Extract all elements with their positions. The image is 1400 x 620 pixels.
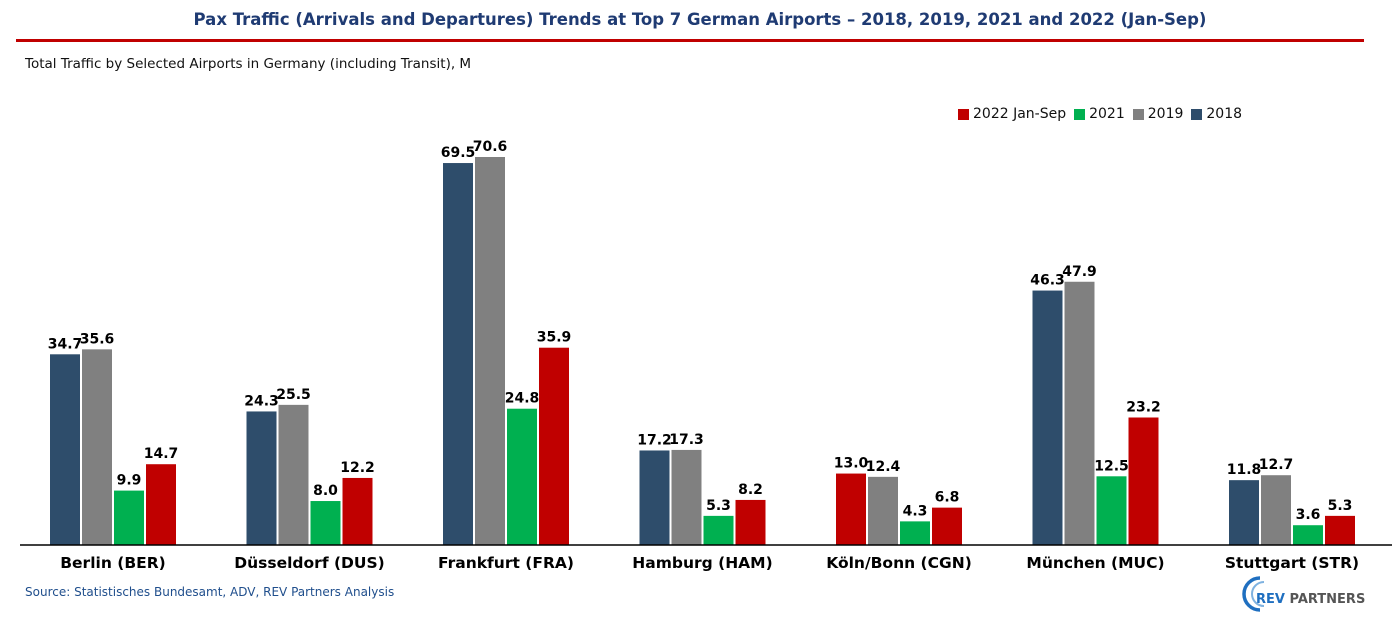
data-label-berlin-ber-2019: 35.6 (80, 331, 115, 347)
data-label-hamburg-ham-2018: 17.2 (637, 432, 672, 448)
data-label-frankfurt-fra-2019: 70.6 (473, 139, 508, 155)
bar-munchen-muc-2022-jan-sep (1128, 417, 1159, 545)
bar-berlin-ber-2022-jan-sep (146, 464, 176, 545)
bar-berlin-ber-2019 (82, 349, 112, 545)
bar-berlin-ber-2018 (50, 354, 80, 545)
data-label-stuttgart-str-2018: 11.8 (1227, 462, 1262, 478)
category-label-koln-bonn-cgn: Köln/Bonn (CGN) (826, 554, 972, 572)
logo-wordmark: REV PARTNERS (1256, 592, 1365, 607)
data-label-stuttgart-str-2022-jan-sep: 5.3 (1328, 498, 1353, 514)
data-label-hamburg-ham-2019: 17.3 (669, 432, 704, 448)
data-label-dusseldorf-dus-2018: 24.3 (244, 393, 279, 409)
category-label-berlin-ber: Berlin (BER) (60, 554, 166, 572)
bar-frankfurt-fra-2018 (443, 163, 473, 545)
category-label-dusseldorf-dus: Düsseldorf (DUS) (234, 554, 385, 572)
data-label-koln-bonn-cgn-extra-0: 13.0 (834, 456, 869, 472)
legend-item-2021: 2021 (1074, 106, 1125, 122)
bar-hamburg-ham-2021 (703, 515, 734, 545)
bar-stuttgart-str-2019 (1261, 475, 1291, 545)
category-label-frankfurt-fra: Frankfurt (FRA) (438, 554, 574, 572)
bar-munchen-muc-2019 (1064, 281, 1095, 545)
data-label-koln-bonn-cgn-2019: 12.4 (866, 459, 901, 475)
legend-item-2019: 2019 (1132, 106, 1184, 122)
category-label-munchen-muc: München (MUC) (1026, 554, 1164, 572)
bar-frankfurt-fra-2021 (507, 408, 537, 545)
data-label-dusseldorf-dus-2019: 25.5 (276, 387, 311, 403)
bar-koln-bonn-cgn-2022-jan-sep (932, 507, 962, 545)
legend-swatch-2021 (1074, 108, 1086, 120)
data-label-berlin-ber-2022-jan-sep: 14.7 (144, 446, 179, 462)
data-label-koln-bonn-cgn-2021: 4.3 (903, 503, 928, 519)
legend-swatch-2018 (1191, 108, 1203, 120)
bar-munchen-muc-2018 (1032, 290, 1063, 545)
data-label-frankfurt-fra-2022-jan-sep: 35.9 (537, 330, 572, 346)
chart-subtitle: Total Traffic by Selected Airports in Ge… (25, 56, 472, 72)
bar-dusseldorf-dus-2021 (310, 501, 341, 545)
data-label-munchen-muc-2018: 46.3 (1030, 273, 1065, 289)
bar-munchen-muc-2021 (1096, 476, 1127, 545)
bar-frankfurt-fra-2022-jan-sep (539, 347, 569, 545)
data-label-berlin-ber-2018: 34.7 (48, 336, 83, 352)
data-label-munchen-muc-2019: 47.9 (1062, 264, 1097, 280)
bar-hamburg-ham-2018 (639, 450, 670, 545)
bar-hamburg-ham-2022-jan-sep (735, 499, 766, 545)
legend-swatch-2022 (958, 108, 969, 120)
bar-hamburg-ham-2019 (671, 449, 702, 545)
data-label-munchen-muc-2021: 12.5 (1094, 458, 1129, 474)
data-label-berlin-ber-2021: 9.9 (117, 473, 142, 489)
legend-label-2018: 2018 (1206, 106, 1243, 122)
bar-frankfurt-fra-2019 (475, 157, 505, 545)
source-note: Source: Statistisches Bundesamt, ADV, RE… (25, 585, 395, 599)
data-label-frankfurt-fra-2021: 24.8 (505, 391, 540, 407)
bar-dusseldorf-dus-2019 (278, 404, 309, 545)
logo-suffix: PARTNERS (1289, 592, 1366, 607)
rev-partners-logo-icon (1242, 576, 1265, 612)
data-label-hamburg-ham-2022-jan-sep: 8.2 (738, 482, 763, 498)
legend-label-2022: 2022 Jan-Sep (973, 106, 1067, 122)
legend-item-2022: 2022 Jan-Sep (958, 106, 1066, 122)
data-label-stuttgart-str-2019: 12.7 (1259, 457, 1294, 473)
title-divider (16, 39, 1364, 42)
logo-brand: REV (1256, 592, 1285, 607)
data-label-munchen-muc-2022-jan-sep: 23.2 (1126, 399, 1161, 415)
category-label-hamburg-ham: Hamburg (HAM) (632, 554, 772, 572)
bar-dusseldorf-dus-2022-jan-sep (342, 477, 373, 545)
legend-label-2021: 2021 (1089, 106, 1125, 122)
data-label-frankfurt-fra-2018: 69.5 (441, 145, 476, 161)
data-label-dusseldorf-dus-2022-jan-sep: 12.2 (340, 460, 375, 476)
legend-item-2018: 2018 (1191, 106, 1242, 122)
bar-stuttgart-str-2018 (1229, 480, 1259, 545)
bar-koln-bonn-cgn-2021 (900, 521, 930, 545)
bar-dusseldorf-dus-2018 (246, 411, 277, 545)
category-label-stuttgart-str: Stuttgart (STR) (1225, 554, 1359, 572)
data-label-hamburg-ham-2021: 5.3 (706, 498, 731, 514)
data-label-dusseldorf-dus-2021: 8.0 (313, 483, 338, 499)
chart-title: Pax Traffic (Arrivals and Departures) Tr… (193, 10, 1207, 29)
legend-swatch-2019 (1132, 108, 1144, 120)
bar-koln-bonn-cgn-extra-0 (836, 473, 866, 545)
bar-stuttgart-str-2022-jan-sep (1325, 515, 1355, 545)
data-label-koln-bonn-cgn-2022-jan-sep: 6.8 (935, 490, 960, 506)
bar-koln-bonn-cgn-2019 (868, 476, 898, 545)
bar-berlin-ber-2021 (114, 490, 144, 545)
data-label-stuttgart-str-2021: 3.6 (1296, 507, 1321, 523)
legend-label-2019: 2019 (1147, 106, 1184, 122)
legend: 2022 Jan-Sep 2021 2019 2018 (958, 106, 1250, 122)
bar-stuttgart-str-2021 (1293, 525, 1323, 545)
